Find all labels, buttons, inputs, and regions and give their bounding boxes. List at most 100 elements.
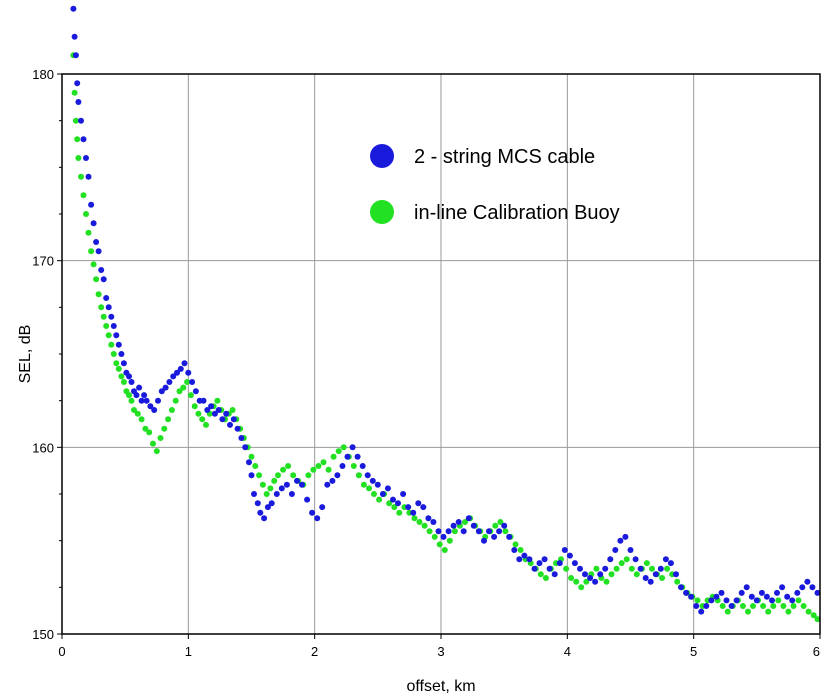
- data-point: [113, 360, 120, 367]
- data-point: [814, 616, 821, 623]
- data-point: [795, 597, 802, 604]
- data-point: [743, 584, 750, 591]
- data-points: [70, 5, 821, 623]
- data-point: [379, 491, 386, 497]
- data-point: [280, 466, 287, 473]
- data-point: [492, 522, 499, 529]
- data-point: [108, 341, 115, 348]
- data-point: [785, 608, 792, 615]
- data-point: [75, 99, 82, 105]
- data-point: [649, 565, 655, 572]
- data-point: [779, 584, 786, 591]
- data-point: [800, 603, 807, 609]
- axis-ticks: 0 1 2 3 4 5 6 150 160 170 180: [32, 67, 821, 659]
- data-point: [100, 313, 107, 320]
- data-point: [728, 603, 735, 609]
- legend-marker-mcs: [370, 144, 394, 168]
- data-point: [593, 565, 600, 572]
- data-point: [80, 136, 87, 143]
- data-point: [542, 575, 549, 581]
- data-point: [118, 351, 125, 357]
- data-point: [288, 491, 295, 497]
- data-point: [142, 425, 149, 432]
- x-tick-label: 3: [437, 644, 444, 659]
- data-point: [83, 155, 89, 161]
- data-point: [143, 397, 150, 404]
- data-point: [263, 491, 270, 497]
- data-point: [359, 463, 366, 469]
- data-point: [758, 589, 765, 596]
- data-point: [770, 603, 777, 609]
- data-point: [223, 410, 230, 417]
- data-point: [189, 379, 196, 385]
- data-point: [118, 373, 125, 380]
- data-point: [688, 593, 695, 600]
- data-point: [556, 560, 563, 567]
- data-point: [582, 571, 588, 578]
- data-point: [446, 537, 453, 544]
- data-point: [694, 597, 701, 604]
- data-point: [126, 392, 132, 399]
- data-point: [698, 608, 705, 615]
- data-point: [71, 89, 78, 96]
- data-point: [126, 373, 132, 380]
- data-point: [184, 379, 191, 385]
- data-point: [136, 384, 143, 391]
- data-point: [252, 463, 259, 469]
- data-point: [667, 560, 674, 567]
- data-point: [713, 593, 720, 600]
- data-point: [146, 429, 153, 436]
- data-point: [267, 485, 274, 492]
- data-point: [330, 453, 337, 460]
- data-point: [349, 444, 356, 451]
- data-point: [723, 597, 730, 604]
- data-point: [195, 410, 202, 417]
- data-point: [319, 504, 326, 511]
- data-point: [354, 453, 361, 460]
- data-point: [315, 463, 322, 469]
- data-point: [748, 593, 755, 600]
- data-point: [511, 547, 518, 553]
- data-point: [571, 560, 578, 567]
- series-0: [70, 5, 821, 615]
- data-point: [814, 589, 821, 596]
- data-point: [623, 556, 630, 563]
- y-tick-label: 170: [32, 254, 54, 269]
- data-point: [775, 597, 782, 604]
- data-point: [131, 407, 137, 413]
- y-axis-title: SEL, dB: [17, 325, 34, 384]
- data-point: [158, 388, 165, 395]
- data-point: [603, 578, 610, 585]
- data-point: [450, 522, 457, 529]
- data-point: [633, 571, 640, 578]
- data-point: [578, 584, 585, 591]
- data-point: [765, 608, 772, 615]
- data-point: [415, 500, 422, 507]
- data-point: [238, 435, 245, 441]
- data-point: [150, 440, 156, 447]
- data-point: [85, 229, 92, 236]
- x-tick-label: 1: [185, 644, 192, 659]
- data-point: [234, 425, 241, 432]
- data-point: [105, 332, 112, 339]
- data-point: [551, 571, 558, 578]
- data-point: [470, 522, 477, 529]
- data-point: [411, 515, 418, 522]
- data-point: [805, 608, 812, 615]
- data-point: [166, 379, 173, 385]
- data-point: [664, 565, 671, 572]
- data-point: [83, 211, 89, 217]
- data-point: [257, 509, 264, 516]
- data-point: [320, 459, 327, 466]
- data-point: [750, 603, 756, 609]
- data-point: [659, 575, 666, 581]
- data-point: [416, 519, 423, 525]
- data-point: [421, 522, 428, 529]
- data-point: [185, 369, 192, 376]
- data-point: [275, 472, 281, 479]
- data-point: [187, 392, 194, 399]
- data-point: [246, 459, 252, 466]
- data-point: [340, 444, 347, 451]
- data-point: [384, 485, 391, 492]
- data-point: [647, 578, 654, 585]
